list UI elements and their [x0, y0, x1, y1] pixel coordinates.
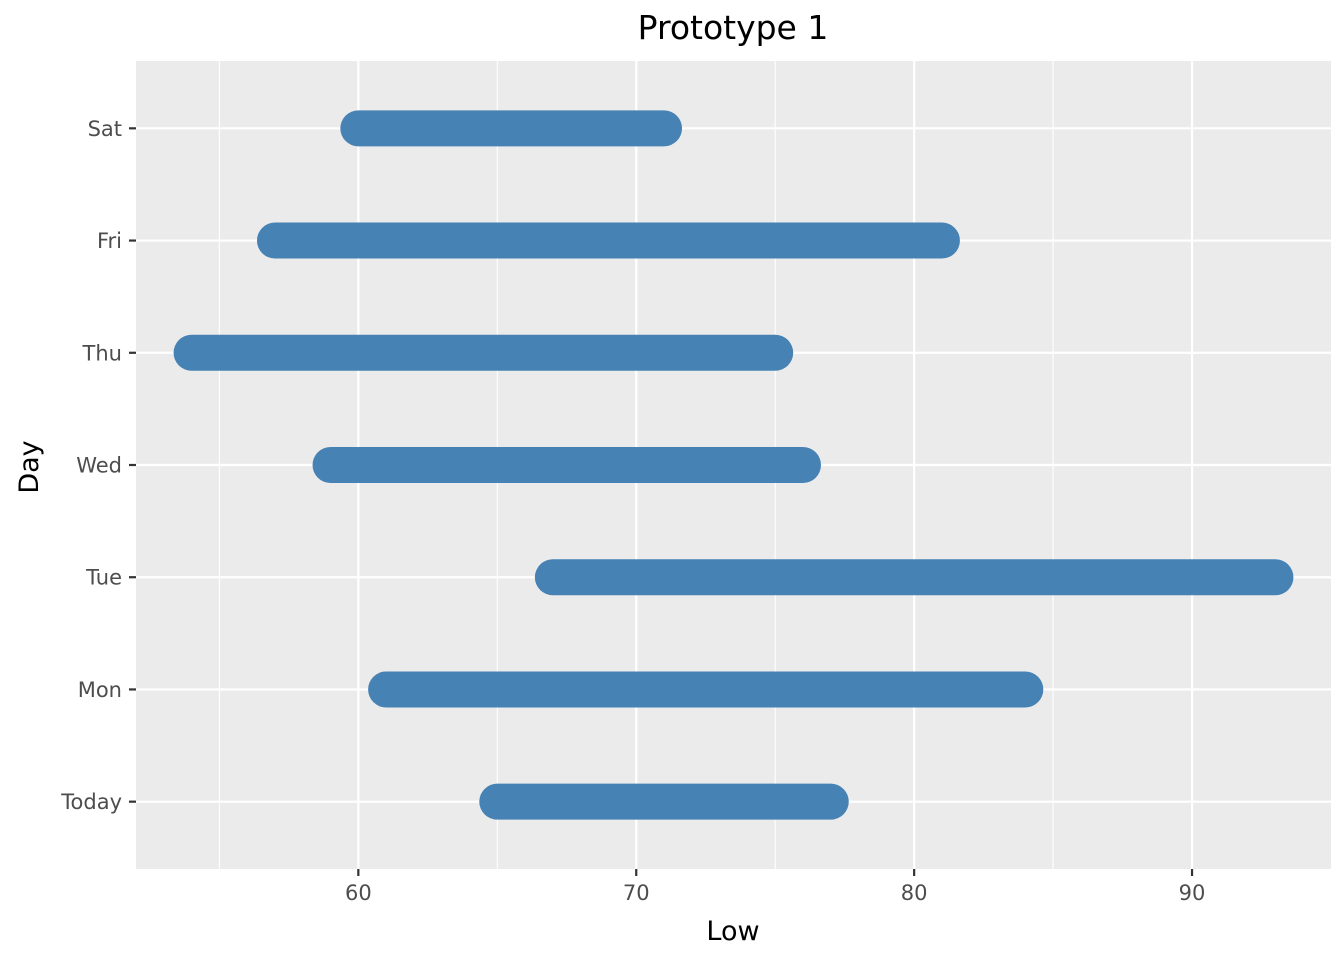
x-axis-title: Low [706, 916, 759, 947]
y-tick-label: Tue [85, 566, 122, 590]
y-tick-label: Sat [88, 117, 122, 141]
y-tick-label: Fri [97, 229, 122, 253]
y-tick-label: Mon [78, 678, 122, 702]
chart-title: Prototype 1 [638, 8, 829, 47]
x-axis: 60 70 80 90 [345, 869, 1205, 905]
x-tick-label: 70 [623, 881, 650, 905]
range-bars [173, 110, 1294, 820]
y-tick-label: Thu [82, 341, 122, 365]
x-tick-label: 90 [1179, 881, 1206, 905]
x-tick-label: 80 [901, 881, 928, 905]
x-tick-label: 60 [345, 881, 372, 905]
y-tick-label: Today [60, 790, 122, 814]
y-tick-label: Wed [76, 454, 122, 478]
y-axis-title: Day [14, 440, 45, 493]
y-axis: Today Mon Tue Wed Thu Fri Sat [60, 117, 136, 814]
